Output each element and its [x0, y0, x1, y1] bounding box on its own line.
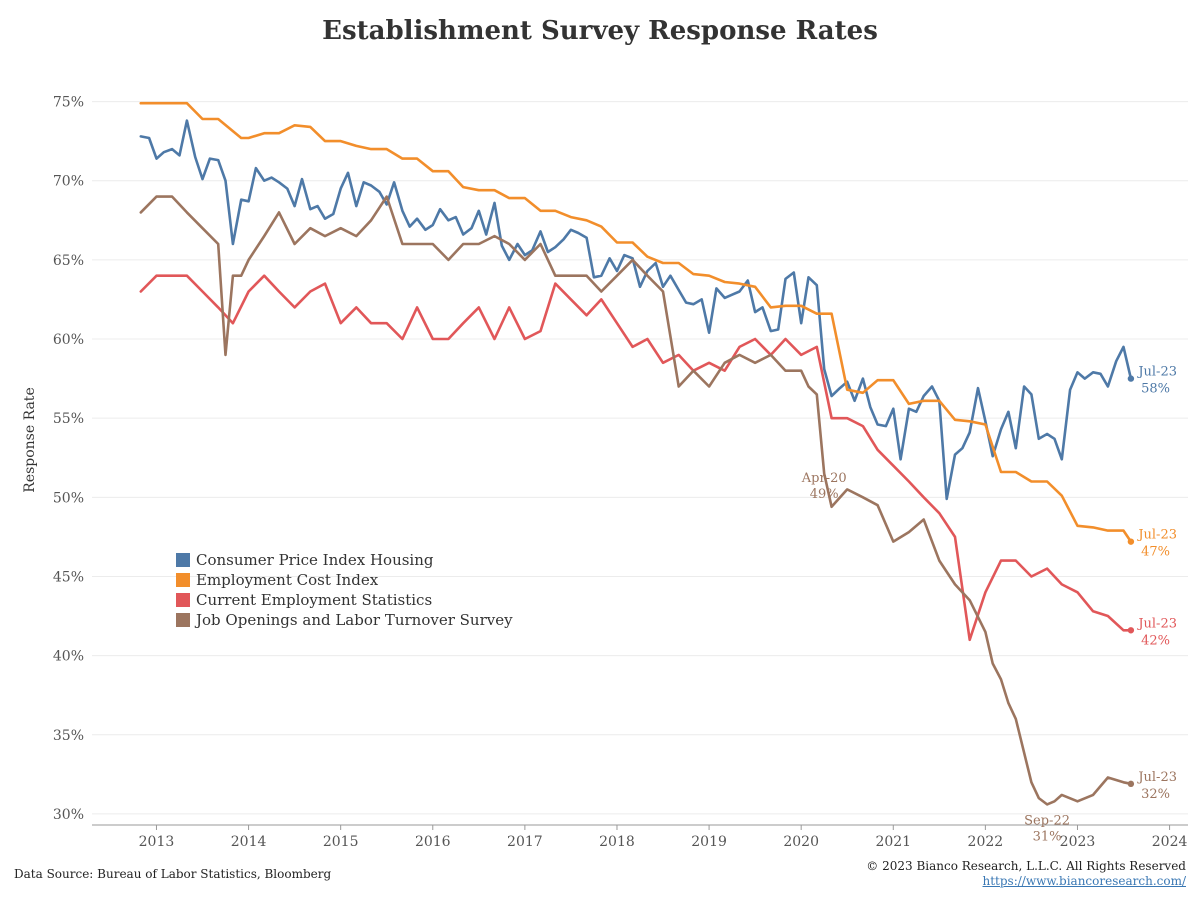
y-axis-label: Response Rate: [22, 387, 38, 492]
x-tick-label: 2021: [875, 834, 911, 850]
x-tick-label: 2013: [139, 834, 175, 850]
series-end-point: [1127, 627, 1135, 634]
annotation-date: Sep-22: [1024, 813, 1070, 828]
y-tick-label: 70%: [53, 174, 84, 190]
legend-item: Consumer Price Index Housing: [176, 550, 513, 570]
legend-label: Consumer Price Index Housing: [196, 551, 434, 569]
y-tick-label: 75%: [53, 95, 84, 111]
annotation-date: Jul-23: [1136, 616, 1177, 631]
y-tick-label: 50%: [53, 490, 84, 506]
gridlines: [92, 101, 1188, 815]
legend-item: Current Employment Statistics: [176, 590, 513, 610]
y-tick-label: 45%: [53, 569, 84, 585]
annotation-date: Jul-23: [1136, 365, 1177, 380]
x-tick-label: 2014: [231, 834, 267, 850]
annotation-date: Apr-20: [801, 471, 847, 486]
x-tick-label: 2022: [968, 834, 1004, 850]
legend-label: Employment Cost Index: [196, 571, 379, 589]
annotation-value: 58%: [1141, 382, 1170, 397]
legend-swatch: [176, 593, 190, 607]
x-tick-label: 2019: [691, 834, 727, 850]
x-tick-label: 2015: [323, 834, 359, 850]
series-end-point: [1127, 375, 1135, 382]
legend-label: Job Openings and Labor Turnover Survey: [196, 611, 513, 629]
annotation-value: 49%: [810, 487, 839, 502]
legend-swatch: [176, 613, 190, 627]
x-tick-label: 2023: [1060, 834, 1096, 850]
annotation-value: 31%: [1033, 829, 1062, 844]
annotation-value: 32%: [1141, 787, 1170, 802]
annotation-value: 42%: [1141, 633, 1170, 648]
annotation-value: 47%: [1141, 545, 1170, 560]
annotations: Jul-23 58% Jul-23 47% Jul-23 42% Jul-23 32% Apr-…: [801, 365, 1177, 845]
x-tick-label: 2020: [783, 834, 819, 850]
legend-item: Job Openings and Labor Turnover Survey: [176, 610, 513, 630]
y-tick-label: 35%: [53, 728, 84, 744]
legend-swatch: [176, 573, 190, 587]
series-end-point: [1127, 780, 1135, 788]
website-link[interactable]: https://www.biancoresearch.com/: [982, 874, 1186, 888]
series-line-4: [139, 195, 1133, 806]
annotation-date: Jul-23: [1136, 528, 1177, 543]
series-line-2: [139, 101, 1133, 543]
y-tick-label: 30%: [53, 807, 84, 823]
legend-item: Employment Cost Index: [176, 570, 513, 590]
annotation-date: Jul-23: [1136, 770, 1177, 785]
y-tick-label: 55%: [53, 411, 84, 427]
y-tick-label: 60%: [53, 332, 84, 348]
x-tick-label: 2016: [415, 834, 451, 850]
y-tick-label: 65%: [53, 253, 84, 269]
legend-swatch: [176, 553, 190, 567]
chart-title: Establishment Survey Response Rates: [322, 16, 878, 46]
legend-label: Current Employment Statistics: [196, 591, 433, 609]
x-tick-label: 2017: [507, 834, 543, 850]
series-line-1: [139, 119, 1133, 501]
legend: Consumer Price Index Housing Employment C…: [176, 550, 513, 630]
data-source-note: Data Source: Bureau of Labor Statistics,…: [14, 867, 332, 881]
y-tick-label: 40%: [53, 649, 84, 665]
x-tick-label: 2018: [599, 834, 635, 850]
series-lines: [139, 101, 1133, 806]
axes: 30% 35% 40% 45% 50% 55% 60% 65% 70% 75% 2013 2014 20…: [53, 95, 1188, 850]
series-line-3: [139, 274, 1133, 642]
series-end-point: [1127, 538, 1135, 545]
x-tick-label: 2024: [1152, 834, 1188, 850]
copyright-note: © 2023 Bianco Research, L.L.C. All Right…: [866, 859, 1186, 873]
